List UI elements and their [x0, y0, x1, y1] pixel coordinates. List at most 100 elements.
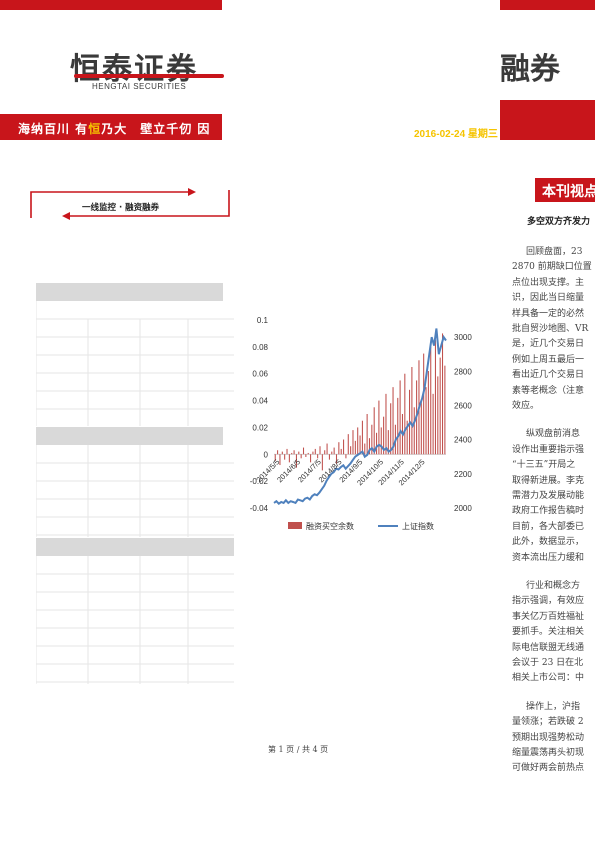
bar [293, 450, 295, 455]
table-2-header [36, 427, 223, 445]
bar [404, 373, 406, 455]
section-label-frame [30, 188, 230, 220]
feature-title-box [535, 178, 595, 202]
bar [310, 454, 312, 463]
index-line [273, 328, 447, 506]
y-left-tick-label: 0.1 [257, 316, 269, 325]
y-right-tick-label: 2000 [454, 504, 472, 513]
bar [376, 432, 378, 455]
slogan-part-1: 海纳百川 有 [18, 122, 89, 136]
table-3-header [36, 538, 234, 556]
bar [380, 427, 382, 455]
y-left-tick-label: 0 [264, 450, 269, 459]
slogan: 海纳百川 有恒乃大 壁立千仞 因 [18, 120, 210, 137]
bar [366, 414, 368, 455]
bar [350, 446, 352, 455]
bar [331, 451, 333, 455]
bar [347, 434, 349, 455]
header-right-title: 融券 [500, 52, 560, 87]
bar [291, 452, 293, 455]
article-line: 看出近几个交易日 [512, 370, 585, 381]
bar [326, 443, 328, 455]
article-line: 可做好两会前热点 [512, 763, 585, 774]
article-line: 点位出现支撑。主 [512, 277, 585, 288]
article-line: 识，因此当日缩量 [512, 293, 585, 304]
bar [420, 400, 422, 455]
slogan-highlight: 恒 [88, 122, 102, 136]
bar [312, 451, 314, 455]
article-line: 预期出现强势松动 [512, 732, 585, 743]
bar [324, 450, 326, 455]
bar [314, 448, 316, 455]
bar [399, 380, 401, 455]
bar [437, 376, 439, 455]
logo-subtext: HENGTAI SECURITIES [92, 82, 187, 91]
bar [444, 365, 446, 455]
bar [413, 407, 415, 455]
bar [343, 439, 345, 455]
bar [441, 333, 444, 455]
legend-label-line: 上证指数 [402, 521, 434, 531]
bar [335, 454, 338, 464]
bar [392, 387, 394, 455]
article-line: 是，近几个交易日 [512, 339, 585, 350]
article-line: 量领涨；若跌破 2 [512, 717, 584, 728]
bar [373, 407, 375, 455]
bar [383, 416, 385, 455]
bar [288, 454, 290, 463]
bar [425, 387, 427, 455]
bar [423, 353, 425, 455]
company-logo: 恒泰证券 HENGTAI SECURITIES [70, 44, 230, 94]
bar [406, 420, 408, 455]
article-line: 政府工作报告稿时 [512, 506, 585, 517]
bar [357, 427, 359, 455]
article-line: 2870 前期缺口位置 [512, 262, 592, 273]
article-body: 回顾盘面，23 2870 前期缺口位置 点位出现支撑。主 识，因此当日缩量 样具备一定的… [512, 244, 595, 784]
article-line: 缩量震荡再头初现 [512, 748, 585, 758]
bar [378, 400, 380, 455]
bar [319, 446, 321, 455]
bar [284, 454, 286, 460]
article-line: 此外，数据显示， [512, 537, 585, 548]
bar [317, 454, 319, 459]
bar [439, 357, 441, 455]
bar [295, 454, 297, 468]
article-line: 批自贸沙地图、VR [512, 324, 589, 334]
y-left-tick-label: 0.06 [252, 370, 268, 379]
bar [279, 454, 281, 466]
bar [432, 393, 434, 455]
section-label: 一线监控 · 融资融券 [82, 203, 160, 213]
table-1-grid [36, 301, 234, 426]
bar [368, 438, 371, 455]
bar [281, 451, 283, 455]
bar [274, 454, 276, 461]
bar [434, 340, 436, 455]
bar [300, 454, 302, 459]
bar [286, 448, 288, 455]
article-line: 例如上周五最后一 [512, 354, 585, 365]
header-top-rule-right [500, 0, 595, 10]
header-right-bar [500, 100, 595, 140]
bar [387, 430, 389, 455]
bar [277, 450, 279, 455]
article-line: 际电信联盟无线通 [512, 642, 585, 653]
logo-wordmark: 恒泰证券 [70, 52, 198, 87]
bar [333, 447, 335, 455]
article-heading: 多空双方齐发力 [527, 217, 591, 227]
y-right-tick-label: 2800 [454, 367, 472, 376]
legend-swatch-bars [288, 522, 302, 529]
bar [390, 403, 392, 455]
article-line: 相关上市公司：中 [512, 673, 585, 684]
bar [302, 447, 305, 455]
article-line: 会议于 23 日在北 [512, 658, 584, 668]
bar [354, 440, 356, 455]
y-right-tick-label: 2200 [454, 470, 472, 479]
bar [352, 430, 354, 455]
article-line: 事关亿万百姓福祉 [512, 611, 585, 622]
issue-date: 2016-02-24 星期三 [414, 129, 498, 140]
bar [397, 397, 399, 455]
bar [361, 420, 363, 455]
bar [298, 451, 300, 455]
feature-title: 本刊视点 [542, 184, 595, 200]
bar [371, 424, 373, 455]
